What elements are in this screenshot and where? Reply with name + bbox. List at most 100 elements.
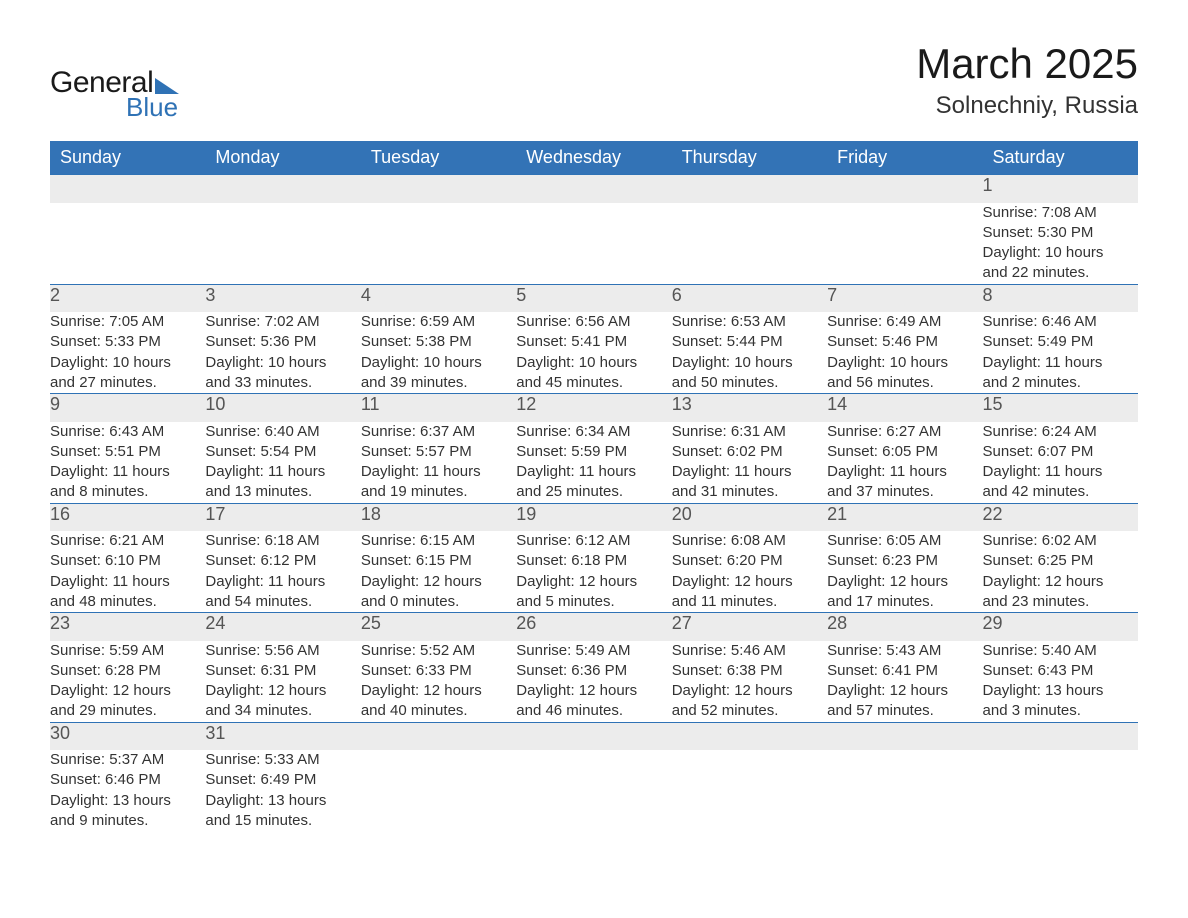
day-d1: Daylight: 12 hours bbox=[516, 681, 671, 701]
day-sr: Sunrise: 6:24 AM bbox=[983, 422, 1138, 442]
day-number-cell: 12 bbox=[516, 394, 671, 422]
day-detail-cell: Sunrise: 6:08 AMSunset: 6:20 PMDaylight:… bbox=[672, 531, 827, 613]
day-d2: and 25 minutes. bbox=[516, 482, 671, 502]
day-ss: Sunset: 5:51 PM bbox=[50, 442, 205, 462]
day-ss: Sunset: 6:36 PM bbox=[516, 661, 671, 681]
day-d2: and 8 minutes. bbox=[50, 482, 205, 502]
day-number-cell: 25 bbox=[361, 613, 516, 641]
day-d2: and 37 minutes. bbox=[827, 482, 982, 502]
day-d2: and 0 minutes. bbox=[361, 592, 516, 612]
day-number-cell bbox=[827, 722, 982, 750]
day-ss: Sunset: 5:36 PM bbox=[205, 332, 360, 352]
day-detail-cell: Sunrise: 6:12 AMSunset: 6:18 PMDaylight:… bbox=[516, 531, 671, 613]
day-ss: Sunset: 6:28 PM bbox=[50, 661, 205, 681]
day-detail-cell: Sunrise: 6:27 AMSunset: 6:05 PMDaylight:… bbox=[827, 422, 982, 504]
day-detail-cell bbox=[361, 750, 516, 831]
day-ss: Sunset: 5:41 PM bbox=[516, 332, 671, 352]
day-number-cell: 29 bbox=[983, 613, 1138, 641]
day-d1: Daylight: 12 hours bbox=[361, 572, 516, 592]
day-d1: Daylight: 12 hours bbox=[672, 572, 827, 592]
day-number-cell bbox=[672, 722, 827, 750]
day-d1: Daylight: 12 hours bbox=[361, 681, 516, 701]
day-d2: and 54 minutes. bbox=[205, 592, 360, 612]
day-d1: Daylight: 12 hours bbox=[672, 681, 827, 701]
day-detail-cell bbox=[672, 203, 827, 285]
day-detail-cell bbox=[516, 203, 671, 285]
day-number-cell bbox=[516, 722, 671, 750]
day-d2: and 2 minutes. bbox=[983, 373, 1138, 393]
day-sr: Sunrise: 6:49 AM bbox=[827, 312, 982, 332]
day-sr: Sunrise: 6:59 AM bbox=[361, 312, 516, 332]
location: Solnechniy, Russia bbox=[916, 92, 1138, 120]
day-d1: Daylight: 12 hours bbox=[827, 681, 982, 701]
day-ss: Sunset: 6:15 PM bbox=[361, 551, 516, 571]
day-d1: Daylight: 11 hours bbox=[983, 353, 1138, 373]
logo-text-blue: Blue bbox=[126, 92, 178, 123]
day-sr: Sunrise: 5:33 AM bbox=[205, 750, 360, 770]
day-detail-cell bbox=[827, 750, 982, 831]
day-sr: Sunrise: 5:46 AM bbox=[672, 641, 827, 661]
day-d1: Daylight: 10 hours bbox=[50, 353, 205, 373]
day-d2: and 45 minutes. bbox=[516, 373, 671, 393]
day-d1: Daylight: 11 hours bbox=[205, 572, 360, 592]
day-ss: Sunset: 6:23 PM bbox=[827, 551, 982, 571]
day-number-cell: 17 bbox=[205, 503, 360, 531]
day-number-cell: 14 bbox=[827, 394, 982, 422]
day-detail-cell: Sunrise: 5:49 AMSunset: 6:36 PMDaylight:… bbox=[516, 641, 671, 723]
day-d2: and 46 minutes. bbox=[516, 701, 671, 721]
day-detail-cell: Sunrise: 6:46 AMSunset: 5:49 PMDaylight:… bbox=[983, 312, 1138, 394]
day-detail-cell: Sunrise: 7:05 AMSunset: 5:33 PMDaylight:… bbox=[50, 312, 205, 394]
day-ss: Sunset: 5:49 PM bbox=[983, 332, 1138, 352]
weekday-header: Tuesday bbox=[361, 141, 516, 175]
day-d1: Daylight: 11 hours bbox=[361, 462, 516, 482]
day-sr: Sunrise: 6:21 AM bbox=[50, 531, 205, 551]
day-sr: Sunrise: 6:18 AM bbox=[205, 531, 360, 551]
day-detail-cell: Sunrise: 7:08 AMSunset: 5:30 PMDaylight:… bbox=[983, 203, 1138, 285]
day-detail-cell: Sunrise: 6:49 AMSunset: 5:46 PMDaylight:… bbox=[827, 312, 982, 394]
day-ss: Sunset: 5:33 PM bbox=[50, 332, 205, 352]
day-detail-cell: Sunrise: 5:59 AMSunset: 6:28 PMDaylight:… bbox=[50, 641, 205, 723]
day-d2: and 33 minutes. bbox=[205, 373, 360, 393]
day-sr: Sunrise: 6:27 AM bbox=[827, 422, 982, 442]
day-detail-cell bbox=[827, 203, 982, 285]
day-detail-cell: Sunrise: 6:24 AMSunset: 6:07 PMDaylight:… bbox=[983, 422, 1138, 504]
day-detail-cell bbox=[361, 203, 516, 285]
day-d2: and 15 minutes. bbox=[205, 811, 360, 831]
daynum-row: 1 bbox=[50, 175, 1138, 203]
day-d2: and 27 minutes. bbox=[50, 373, 205, 393]
day-d2: and 3 minutes. bbox=[983, 701, 1138, 721]
day-number-cell bbox=[361, 722, 516, 750]
day-number-cell bbox=[827, 175, 982, 203]
day-sr: Sunrise: 5:49 AM bbox=[516, 641, 671, 661]
day-number-cell: 18 bbox=[361, 503, 516, 531]
month-title: March 2025 bbox=[916, 40, 1138, 88]
day-detail-cell: Sunrise: 5:56 AMSunset: 6:31 PMDaylight:… bbox=[205, 641, 360, 723]
day-detail-cell: Sunrise: 5:46 AMSunset: 6:38 PMDaylight:… bbox=[672, 641, 827, 723]
daynum-row: 9101112131415 bbox=[50, 394, 1138, 422]
day-d1: Daylight: 12 hours bbox=[50, 681, 205, 701]
day-ss: Sunset: 6:02 PM bbox=[672, 442, 827, 462]
day-d2: and 9 minutes. bbox=[50, 811, 205, 831]
day-d1: Daylight: 10 hours bbox=[361, 353, 516, 373]
day-number-cell bbox=[516, 175, 671, 203]
day-number-cell: 1 bbox=[983, 175, 1138, 203]
day-number-cell: 19 bbox=[516, 503, 671, 531]
day-sr: Sunrise: 5:59 AM bbox=[50, 641, 205, 661]
day-detail-cell bbox=[50, 203, 205, 285]
day-ss: Sunset: 6:25 PM bbox=[983, 551, 1138, 571]
day-d1: Daylight: 10 hours bbox=[516, 353, 671, 373]
day-d2: and 40 minutes. bbox=[361, 701, 516, 721]
day-d1: Daylight: 12 hours bbox=[516, 572, 671, 592]
day-sr: Sunrise: 7:02 AM bbox=[205, 312, 360, 332]
day-d2: and 13 minutes. bbox=[205, 482, 360, 502]
day-number-cell: 30 bbox=[50, 722, 205, 750]
day-number-cell: 3 bbox=[205, 284, 360, 312]
day-number-cell: 22 bbox=[983, 503, 1138, 531]
day-sr: Sunrise: 6:08 AM bbox=[672, 531, 827, 551]
day-number-cell: 7 bbox=[827, 284, 982, 312]
day-sr: Sunrise: 7:05 AM bbox=[50, 312, 205, 332]
day-d2: and 17 minutes. bbox=[827, 592, 982, 612]
day-number-cell: 4 bbox=[361, 284, 516, 312]
day-d1: Daylight: 10 hours bbox=[983, 243, 1138, 263]
day-detail-cell: Sunrise: 6:05 AMSunset: 6:23 PMDaylight:… bbox=[827, 531, 982, 613]
